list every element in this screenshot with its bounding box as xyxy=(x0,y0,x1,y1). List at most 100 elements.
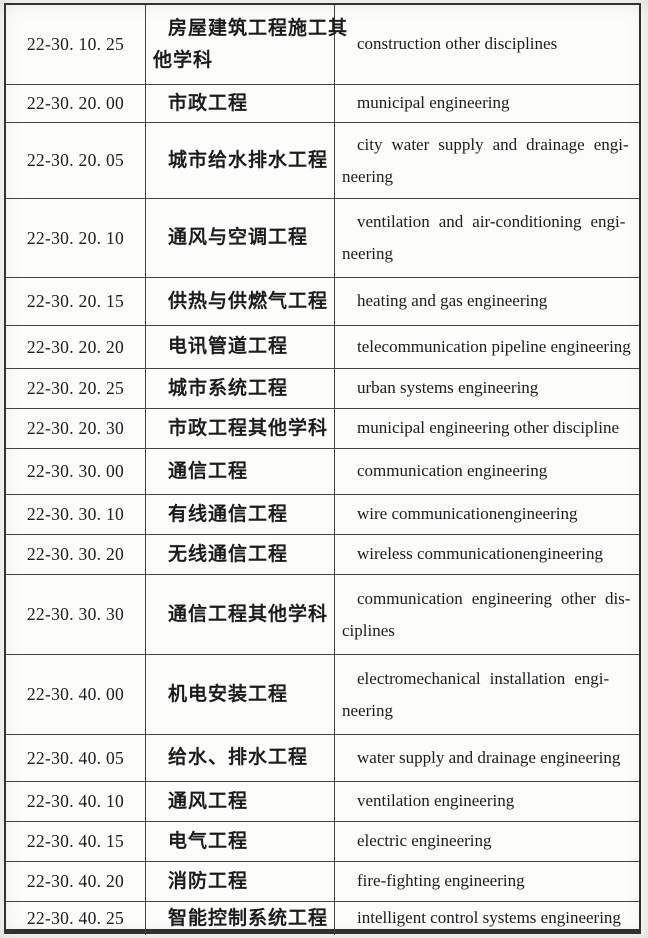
table-row: 22-30. 40. 25 智能控制系统工程 intelligent control… xyxy=(6,902,639,935)
table-row: 22-30. 40. 15 电气工程 electric engineering xyxy=(6,822,639,862)
english-term-cell: heating and gas engineering xyxy=(335,278,639,325)
text-line: 市政工程其他学科 xyxy=(168,417,329,439)
text-line: communication engineering other dis- xyxy=(357,588,631,608)
text-line: 他学科 xyxy=(153,49,214,71)
table-row: 22-30. 20. 30 市政工程其他学科 municipal engineeri… xyxy=(6,409,639,449)
code-cell: 22-30. 10. 25 xyxy=(26,34,125,54)
code-cell: 22-30. 40. 00 xyxy=(26,684,125,704)
table-row: 22-30. 30. 20 无线通信工程 wireless communicatio… xyxy=(6,535,639,575)
table-row: 22-30. 30. 30 通信工程其他学科 communication engin… xyxy=(6,575,639,655)
classification-table: 22-30. 10. 25 房屋建筑工程施工其他学科 construction ot… xyxy=(4,3,641,935)
code-cell: 22-30. 20. 25 xyxy=(26,378,125,398)
chinese-term-cell: 通信工程其他学科 xyxy=(145,575,335,654)
text-line: 机电安装工程 xyxy=(168,683,289,705)
text-line: electric engineering xyxy=(357,831,492,851)
english-term-cell: wireless communicationengineering xyxy=(335,535,639,574)
chinese-term-cell: 无线通信工程 xyxy=(145,535,335,574)
text-line: urban systems engineering xyxy=(357,378,539,398)
chinese-term-cell: 通风工程 xyxy=(145,782,335,821)
table-row: 22-30. 20. 00 市政工程 municipal engineering xyxy=(6,85,639,123)
text-line: wireless communicationengineering xyxy=(357,544,603,564)
chinese-term-cell: 给水、排水工程 xyxy=(145,735,335,781)
english-term-cell: intelligent control systems engineering xyxy=(335,902,639,935)
chinese-term-cell: 市政工程其他学科 xyxy=(145,409,335,448)
text-line: 电讯管道工程 xyxy=(168,336,289,358)
english-term-cell: city water supply and drainage engi-neer… xyxy=(335,123,639,198)
text-line: water supply and drainage engineering xyxy=(357,747,621,767)
table-row: 22-30. 40. 00 机电安装工程 electromechanical ins… xyxy=(6,655,639,735)
text-line: 给水、排水工程 xyxy=(168,747,309,769)
code-cell: 22-30. 40. 25 xyxy=(26,908,125,928)
chinese-term-cell: 消防工程 xyxy=(145,862,335,901)
table-row: 22-30. 20. 25 城市系统工程 urban systems enginee… xyxy=(6,369,639,409)
code-cell: 22-30. 40. 20 xyxy=(26,871,125,891)
text-line: heating and gas engineering xyxy=(357,291,548,311)
text-line: fire-fighting engineering xyxy=(357,871,525,891)
chinese-term-cell: 智能控制系统工程 xyxy=(145,902,335,935)
text-line: neering xyxy=(342,244,393,263)
text-line: neering xyxy=(342,166,393,186)
chinese-term-cell: 机电安装工程 xyxy=(145,655,335,734)
text-line: construction other disciplines xyxy=(357,34,558,54)
text-line: 电气工程 xyxy=(168,830,249,852)
text-line: 通信工程 xyxy=(168,460,249,482)
english-term-cell: ventilation and air-conditioning engi-ne… xyxy=(335,199,639,277)
code-cell: 22-30. 20. 20 xyxy=(26,336,125,357)
text-line: 无线通信工程 xyxy=(168,543,289,565)
chinese-term-cell: 通风与空调工程 xyxy=(145,199,335,277)
code-cell: 22-30. 30. 00 xyxy=(26,461,125,481)
text-line: neering xyxy=(342,700,393,720)
text-line: 通风工程 xyxy=(168,790,249,812)
table-row: 22-30. 20. 05 城市给水排水工程 city water supply a… xyxy=(6,123,639,199)
text-line: 市政工程 xyxy=(168,92,249,114)
english-term-cell: electric engineering xyxy=(335,822,639,861)
chinese-term-cell: 有线通信工程 xyxy=(145,495,335,534)
table-row: 22-30. 30. 10 有线通信工程 wire communicationeng… xyxy=(6,495,639,535)
text-line: municipal engineering xyxy=(357,93,510,113)
code-cell: 22-30. 40. 15 xyxy=(26,831,125,851)
text-line: wire communicationengineering xyxy=(357,504,578,524)
english-term-cell: electromechanical installation engi-neer… xyxy=(335,655,639,734)
text-line: 房屋建筑工程施工其 xyxy=(168,17,349,39)
text-line: 城市系统工程 xyxy=(168,377,289,399)
code-cell: 22-30. 20. 05 xyxy=(26,150,125,170)
english-term-cell: urban systems engineering xyxy=(335,369,639,408)
english-term-cell: ventilation engineering xyxy=(335,782,639,821)
english-term-cell: water supply and drainage engineering xyxy=(335,735,639,781)
text-line: 城市给水排水工程 xyxy=(168,149,329,171)
code-cell: 22-30. 20. 15 xyxy=(26,291,125,311)
english-term-cell: municipal engineering xyxy=(335,85,639,122)
text-line: ciplines xyxy=(342,620,395,640)
text-line: electromechanical installation engi- xyxy=(357,668,610,688)
chinese-term-cell: 房屋建筑工程施工其他学科 xyxy=(145,5,349,84)
text-line: 消防工程 xyxy=(168,870,249,892)
text-line: ventilation and air-conditioning engi- xyxy=(357,212,626,231)
chinese-term-cell: 城市系统工程 xyxy=(145,369,335,408)
chinese-term-cell: 市政工程 xyxy=(145,85,335,122)
text-line: communication engineering xyxy=(357,461,548,481)
code-cell: 22-30. 30. 20 xyxy=(26,544,125,564)
table-row: 22-30. 20. 20 电讯管道工程 telecommunication pip… xyxy=(6,326,639,369)
table-row: 22-30. 20. 10 通风与空调工程 ventilation and air-… xyxy=(6,199,639,278)
text-line: 智能控制系统工程 xyxy=(168,907,329,929)
code-cell: 22-30. 20. 00 xyxy=(26,93,125,113)
english-term-cell: communication engineering xyxy=(335,449,639,494)
table-row: 22-30. 20. 15 供热与供燃气工程 heating and gas eng… xyxy=(6,278,639,326)
code-cell: 22-30. 40. 10 xyxy=(26,791,125,811)
english-term-cell: fire-fighting engineering xyxy=(335,862,639,901)
table-row: 22-30. 40. 05 给水、排水工程 water supply and dra… xyxy=(6,735,639,782)
chinese-term-cell: 电气工程 xyxy=(145,822,335,861)
text-line: telecommunication pipeline engineering xyxy=(357,336,631,356)
code-cell: 22-30. 30. 30 xyxy=(26,604,125,624)
chinese-term-cell: 城市给水排水工程 xyxy=(145,123,335,198)
chinese-term-cell: 电讯管道工程 xyxy=(145,326,335,368)
code-cell: 22-30. 30. 10 xyxy=(26,504,125,524)
text-line: intelligent control systems engineering xyxy=(357,908,621,928)
text-line: 供热与供燃气工程 xyxy=(168,290,329,312)
code-cell: 22-30. 40. 05 xyxy=(26,747,125,768)
english-term-cell: wire communicationengineering xyxy=(335,495,639,534)
text-line: city water supply and drainage engi- xyxy=(357,134,629,154)
table-row: 22-30. 30. 00 通信工程 communication engineeri… xyxy=(6,449,639,495)
code-cell: 22-30. 20. 30 xyxy=(26,418,125,438)
